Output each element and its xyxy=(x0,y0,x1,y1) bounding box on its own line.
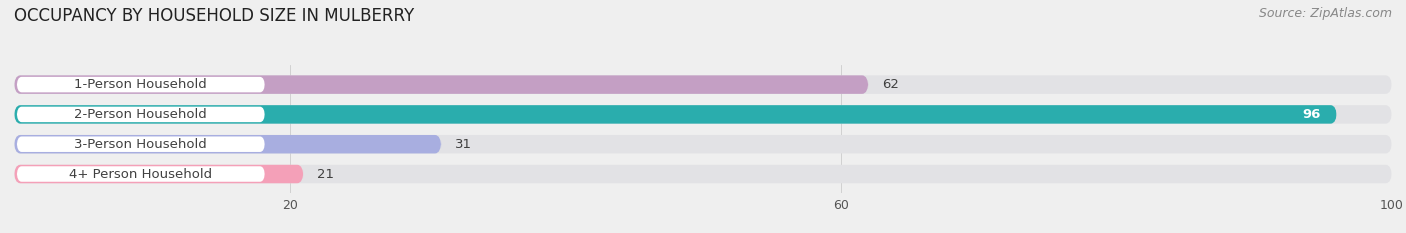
Text: 62: 62 xyxy=(882,78,898,91)
FancyBboxPatch shape xyxy=(14,105,1337,124)
Text: 96: 96 xyxy=(1302,108,1320,121)
Text: 3-Person Household: 3-Person Household xyxy=(75,138,207,151)
FancyBboxPatch shape xyxy=(14,135,1392,154)
Text: 1-Person Household: 1-Person Household xyxy=(75,78,207,91)
FancyBboxPatch shape xyxy=(14,75,1392,94)
Text: 31: 31 xyxy=(456,138,472,151)
Text: 4+ Person Household: 4+ Person Household xyxy=(69,168,212,181)
FancyBboxPatch shape xyxy=(14,165,1392,183)
Text: OCCUPANCY BY HOUSEHOLD SIZE IN MULBERRY: OCCUPANCY BY HOUSEHOLD SIZE IN MULBERRY xyxy=(14,7,415,25)
FancyBboxPatch shape xyxy=(17,107,264,122)
Text: Source: ZipAtlas.com: Source: ZipAtlas.com xyxy=(1258,7,1392,20)
FancyBboxPatch shape xyxy=(17,77,264,92)
Text: 2-Person Household: 2-Person Household xyxy=(75,108,207,121)
FancyBboxPatch shape xyxy=(17,137,264,152)
Text: 21: 21 xyxy=(318,168,335,181)
FancyBboxPatch shape xyxy=(14,135,441,154)
FancyBboxPatch shape xyxy=(14,105,1392,124)
FancyBboxPatch shape xyxy=(14,165,304,183)
FancyBboxPatch shape xyxy=(14,75,869,94)
FancyBboxPatch shape xyxy=(17,166,264,182)
